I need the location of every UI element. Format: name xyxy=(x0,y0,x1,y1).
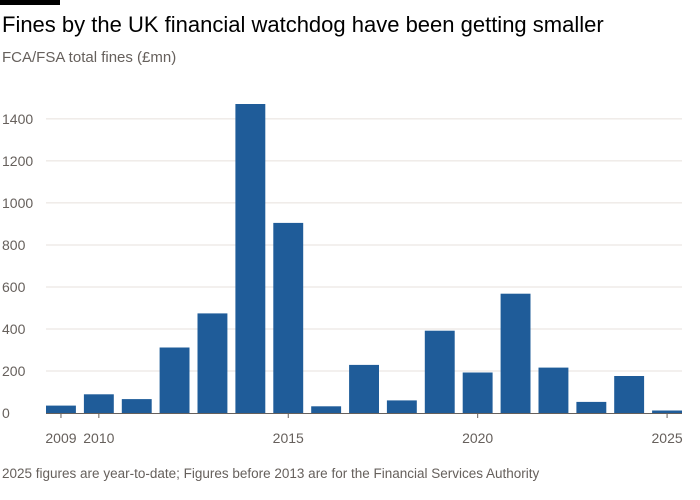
bar-2011 xyxy=(121,399,152,413)
y-axis: 0 200 400 600 800 1000 1200 1400 xyxy=(2,111,33,421)
bar-2015 xyxy=(273,222,304,413)
x-tick-label: 2015 xyxy=(273,430,304,446)
bar-2012 xyxy=(159,347,190,413)
bar-2019 xyxy=(424,330,455,413)
bar-2021 xyxy=(500,293,531,413)
bar-2009 xyxy=(46,405,76,413)
bar-2016 xyxy=(311,406,342,413)
bar-2023 xyxy=(576,401,607,413)
gridlines xyxy=(46,118,682,372)
x-tick-label: 2010 xyxy=(83,430,114,446)
bar-2017 xyxy=(349,364,379,413)
bar-2014 xyxy=(235,104,266,413)
x-axis: 2009 2010 2015 2020 2025 xyxy=(45,413,683,446)
y-tick-label: 600 xyxy=(2,279,26,295)
bar-2013 xyxy=(197,313,228,413)
bar-2024 xyxy=(614,376,645,413)
y-tick-label: 800 xyxy=(2,237,26,253)
chart-subtitle: FCA/FSA total fines (£mn) xyxy=(2,49,177,66)
y-tick-label: 1000 xyxy=(2,195,33,211)
y-tick-label: 200 xyxy=(2,363,26,379)
bar-2018 xyxy=(386,400,417,413)
x-tick-label: 2009 xyxy=(45,430,76,446)
bar-2025 xyxy=(652,410,682,413)
x-tick-label: 2025 xyxy=(652,430,683,446)
y-tick-label: 0 xyxy=(2,405,10,421)
y-tick-label: 400 xyxy=(2,321,26,337)
bar-2020 xyxy=(462,372,493,413)
chart-title: Fines by the UK financial watchdog have … xyxy=(2,12,604,37)
x-tick-label: 2020 xyxy=(462,430,493,446)
footnote: 2025 figures are year-to-date; Figures b… xyxy=(2,466,540,481)
bars xyxy=(46,104,682,413)
brand-rule xyxy=(0,0,60,5)
y-tick-label: 1200 xyxy=(2,153,33,169)
y-tick-label: 1400 xyxy=(2,111,33,127)
bar-2022 xyxy=(538,367,569,413)
bar-2010 xyxy=(83,394,114,413)
